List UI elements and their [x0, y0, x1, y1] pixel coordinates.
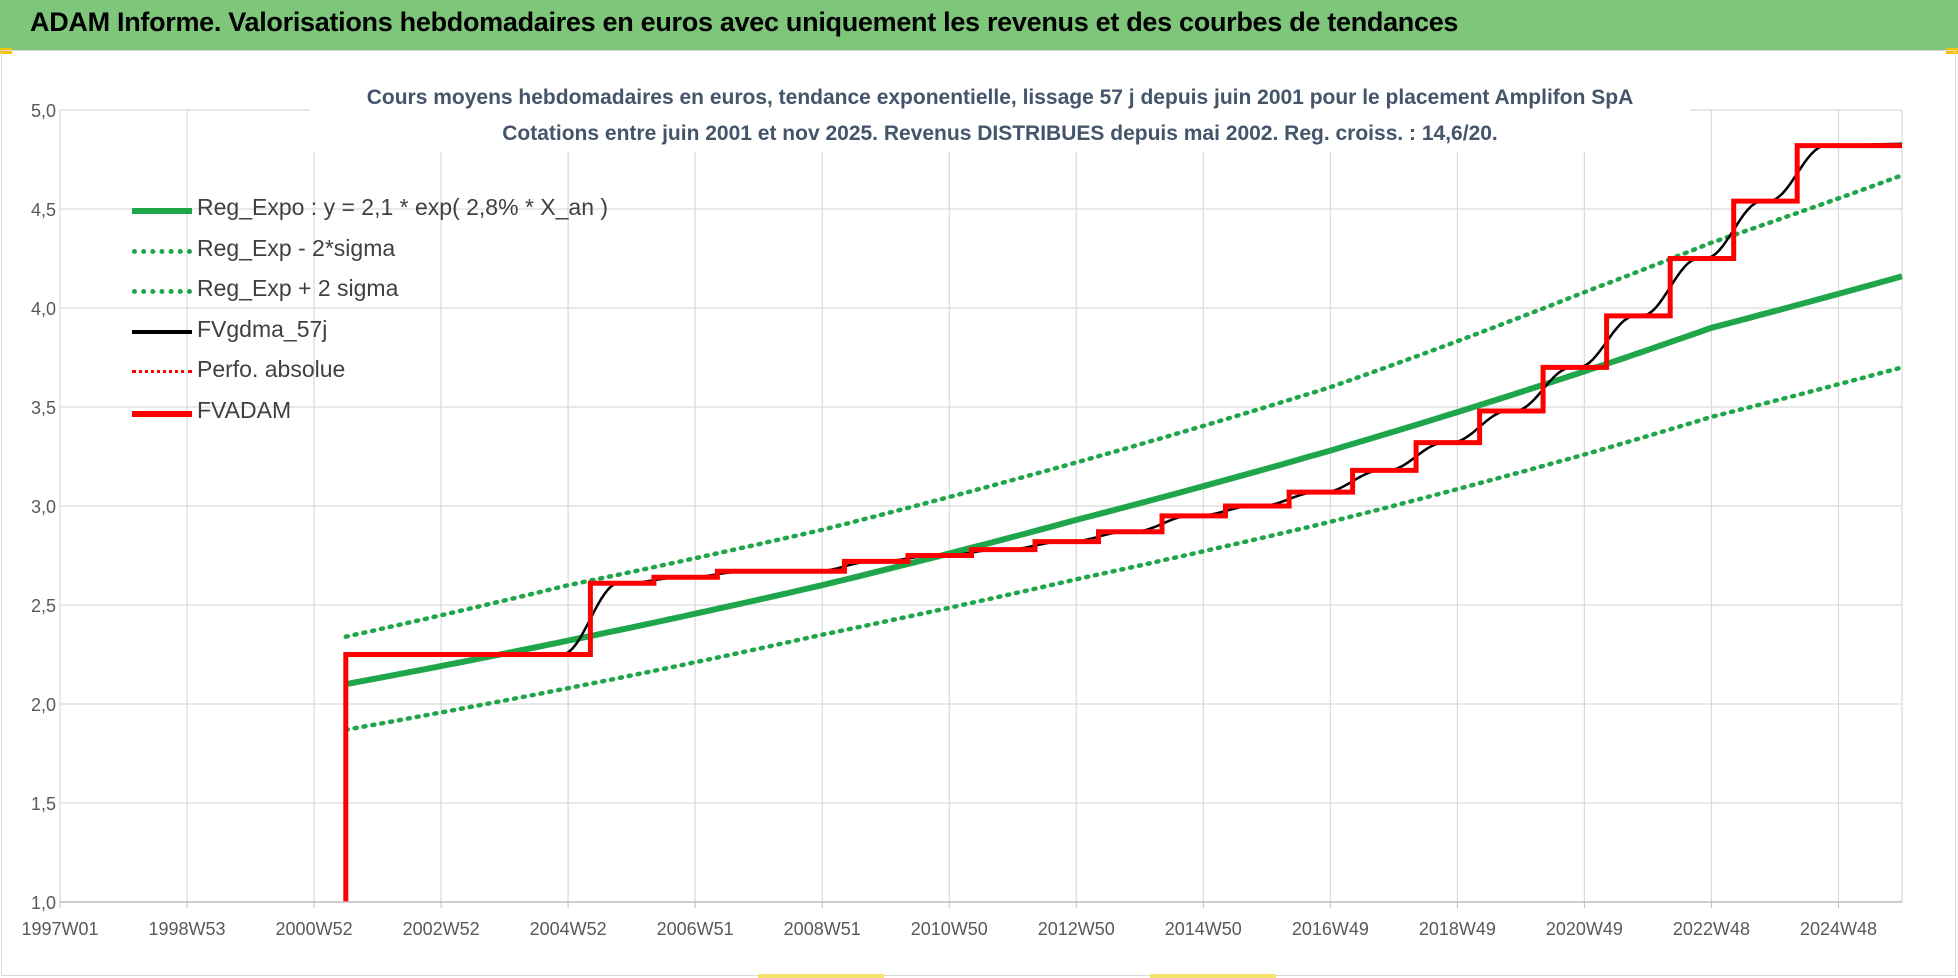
legend-swatch: [132, 370, 192, 373]
x-tick-label: 2008W51: [784, 919, 861, 939]
legend-swatch: [132, 289, 192, 294]
corner-mark-left: [0, 48, 12, 54]
legend-label: FVgdma_57j: [197, 315, 328, 342]
legend-swatch: [132, 248, 192, 254]
x-tick-label: 2016W49: [1292, 919, 1369, 939]
legend-label: FVADAM: [197, 396, 292, 423]
y-tick-label: 5,0: [31, 101, 56, 121]
grid-layer: [59, 80, 1903, 903]
series-reg-plus-2sigma: [343, 173, 1905, 639]
y-tick-label: 4,0: [31, 299, 56, 319]
x-tick-label: 2014W50: [1165, 919, 1242, 939]
series-layer: [343, 142, 1905, 902]
legend-swatch: [132, 329, 192, 334]
bottom-accent-right: [1150, 974, 1276, 978]
y-tick-label: 3,5: [31, 398, 56, 418]
legend-label: Reg_Exp - 2*sigma: [197, 234, 396, 261]
x-tick-label: 2010W50: [911, 919, 988, 939]
bottom-accent-left: [758, 974, 884, 978]
y-tick-label: 4,5: [31, 200, 56, 220]
legend-label: Reg_Exp + 2 sigma: [197, 275, 399, 301]
chart-title: Cours moyens hebdomadaires en euros, ten…: [367, 86, 1634, 109]
y-tick-label: 1,5: [31, 794, 56, 814]
y-tick-label: 2,0: [31, 695, 56, 715]
x-tick-label: 2022W48: [1673, 919, 1750, 939]
x-tick-label: 2002W52: [403, 919, 480, 939]
series-reg-expo: [345, 273, 1903, 688]
x-tick-label: 2020W49: [1546, 919, 1623, 939]
legend-label: Reg_Expo : y = 2,1 * exp( 2,8% * X_an ): [197, 194, 609, 220]
legend-swatch: [132, 208, 192, 214]
x-tick-label: 2000W52: [276, 919, 353, 939]
chart-frame: [1, 50, 1956, 976]
y-tick-label: 2,5: [31, 596, 56, 616]
y-tick-label: 3,0: [31, 497, 56, 517]
title-backdrop: [310, 80, 1690, 152]
legend-label: Perfo. absolue: [197, 356, 346, 382]
x-tick-label: 2004W52: [530, 919, 607, 939]
x-tick-label: 2024W48: [1800, 919, 1877, 939]
corner-mark-right: [1946, 48, 1958, 54]
report-title: ADAM Informe. Valorisations hebdomadaire…: [30, 7, 1459, 37]
x-tick-label: 2012W50: [1038, 919, 1115, 939]
x-tick-label: 2006W51: [657, 919, 734, 939]
series-fvadam: [343, 143, 1902, 902]
report-banner: ADAM Informe. Valorisations hebdomadaire…: [0, 0, 1958, 50]
axis-layer: 1,0 1,5 2,0 2,5 3,0 3,5 4,0 4,5 5,0 1997W01 1998W5…: [21, 101, 1902, 939]
x-tick-label: 1997W01: [21, 919, 98, 939]
series-reg-minus-2sigma: [343, 365, 1905, 732]
y-tick-label: 1,0: [31, 893, 56, 913]
x-tick-label: 1998W53: [149, 919, 226, 939]
x-tick-label: 2018W49: [1419, 919, 1496, 939]
legend-swatch: [132, 410, 192, 417]
chart-subtitle: Cotations entre juin 2001 et nov 2025. R…: [502, 122, 1498, 145]
